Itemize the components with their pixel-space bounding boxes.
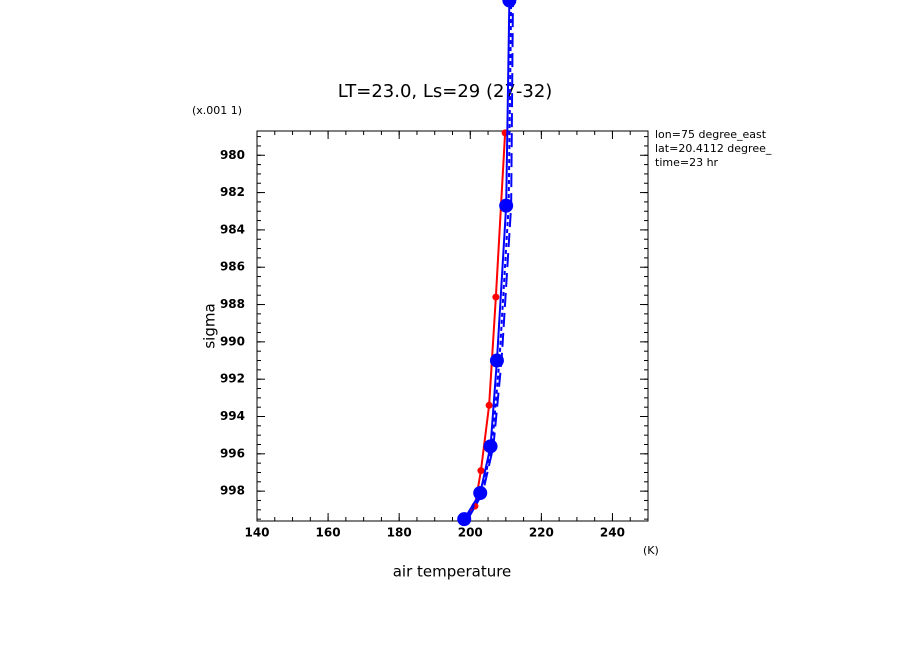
x-unit: (K) <box>643 544 659 557</box>
y-axis-label: sigma <box>201 303 219 348</box>
y-tick-label: 986 <box>220 260 245 274</box>
marker <box>477 467 485 475</box>
series-line <box>465 0 514 522</box>
x-tick-label: 200 <box>458 526 483 540</box>
chart-title: LT=23.0, Ls=29 (27-32) <box>338 81 553 102</box>
marker <box>483 439 498 454</box>
x-tick-label: 220 <box>529 526 554 540</box>
x-tick-label: 160 <box>316 526 341 540</box>
x-tick-label: 180 <box>387 526 412 540</box>
y-tick-label: 998 <box>220 484 245 498</box>
y-tick-label: 996 <box>220 446 245 460</box>
annotation: lon=75 degree_east <box>655 128 767 141</box>
x-axis-label: air temperature <box>393 563 512 581</box>
marker <box>492 293 500 301</box>
y-tick-label: 990 <box>220 334 245 348</box>
plot-frame <box>256 130 649 522</box>
y-unit: (x.001 1) <box>192 104 242 117</box>
y-tick-label: 982 <box>220 185 245 199</box>
marker <box>457 512 472 527</box>
annotation: lat=20.4112 degree_ <box>655 142 772 155</box>
x-tick-label: 140 <box>244 526 269 540</box>
y-tick-label: 994 <box>220 409 245 423</box>
y-tick-label: 988 <box>220 297 245 311</box>
annotation: time=23 hr <box>655 156 719 169</box>
x-tick-label: 240 <box>600 526 625 540</box>
y-tick-label: 992 <box>220 372 245 386</box>
y-tick-label: 980 <box>220 148 245 162</box>
marker <box>502 0 517 8</box>
y-tick-label: 984 <box>220 222 245 236</box>
marker <box>485 401 493 409</box>
